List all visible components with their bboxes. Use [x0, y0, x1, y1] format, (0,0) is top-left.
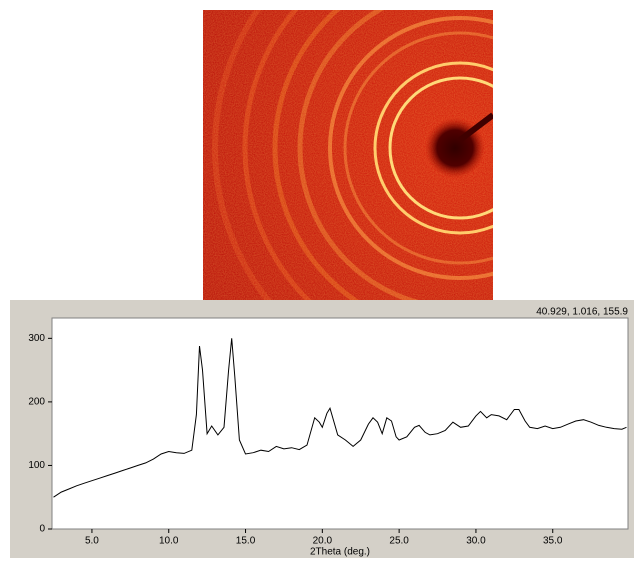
plot-area [51, 317, 629, 530]
x-tick-label: 10.0 [159, 536, 179, 547]
x-tick-label: 15.0 [236, 536, 256, 547]
data-line [53, 338, 627, 498]
x-tick-label: 5.0 [85, 536, 99, 547]
x-tick-label: 35.0 [543, 536, 563, 547]
x-axis-label: 2Theta (deg.) [310, 547, 370, 558]
y-tick-label: 300 [28, 333, 45, 344]
x-tick-label: 20.0 [313, 536, 333, 547]
y-tick-label: 200 [28, 397, 45, 408]
y-tick-label: 0 [39, 524, 45, 535]
diffraction-image [203, 10, 493, 300]
x-tick-label: 25.0 [389, 536, 409, 547]
y-tick-label: 100 [28, 460, 45, 471]
x-tick-label: 30.0 [466, 536, 486, 547]
cursor-readout: 40.929, 1.016, 155.9 [536, 307, 628, 318]
